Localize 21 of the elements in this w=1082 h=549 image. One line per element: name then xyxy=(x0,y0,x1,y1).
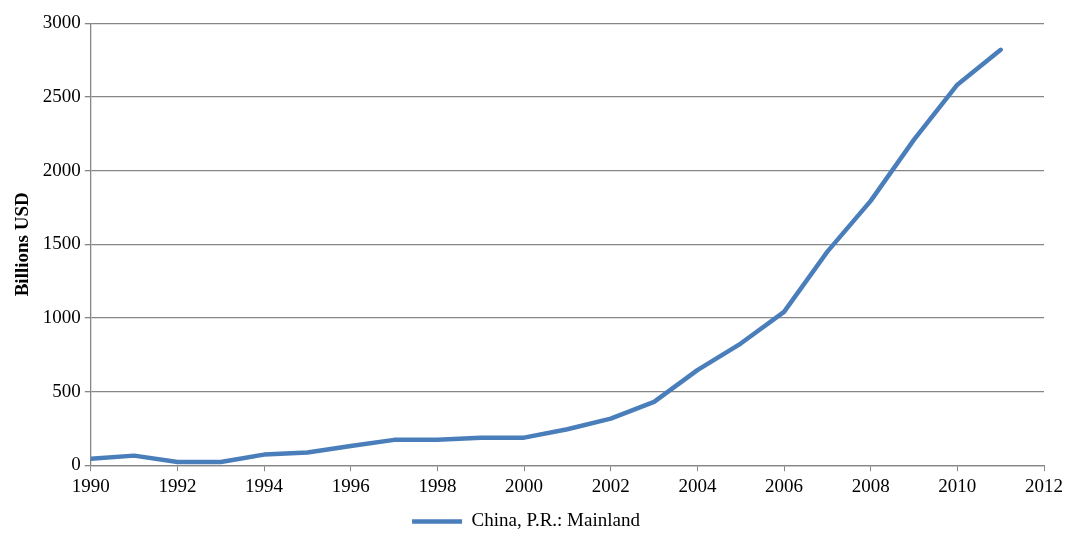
x-tick-label: 2000 xyxy=(505,474,544,496)
y-tick-label: 0 xyxy=(71,453,81,475)
x-tick-label: 2004 xyxy=(678,474,717,496)
x-tick-label: 1994 xyxy=(245,474,284,496)
x-tick-label: 1996 xyxy=(331,474,370,496)
x-tick-label: 1990 xyxy=(71,474,110,496)
x-tick-label: 2008 xyxy=(851,474,890,496)
legend-label: China, P.R.: Mainland xyxy=(471,509,641,531)
x-tick-label: 1992 xyxy=(158,474,197,496)
y-tick-label: 500 xyxy=(52,379,81,401)
x-tick-label: 2012 xyxy=(1025,474,1063,496)
y-axis-title: Billions USD xyxy=(11,192,33,297)
x-tick-label: 2002 xyxy=(591,474,630,496)
x-tick-label: 2006 xyxy=(765,474,804,496)
x-tick-label: 2010 xyxy=(938,474,977,496)
y-tick-label: 2000 xyxy=(42,158,81,180)
y-tick-label: 1500 xyxy=(42,232,81,254)
x-tick-label: 1998 xyxy=(418,474,457,496)
y-tick-label: 1000 xyxy=(42,305,81,327)
y-tick-label: 2500 xyxy=(42,85,81,107)
y-tick-label: 3000 xyxy=(42,11,81,33)
